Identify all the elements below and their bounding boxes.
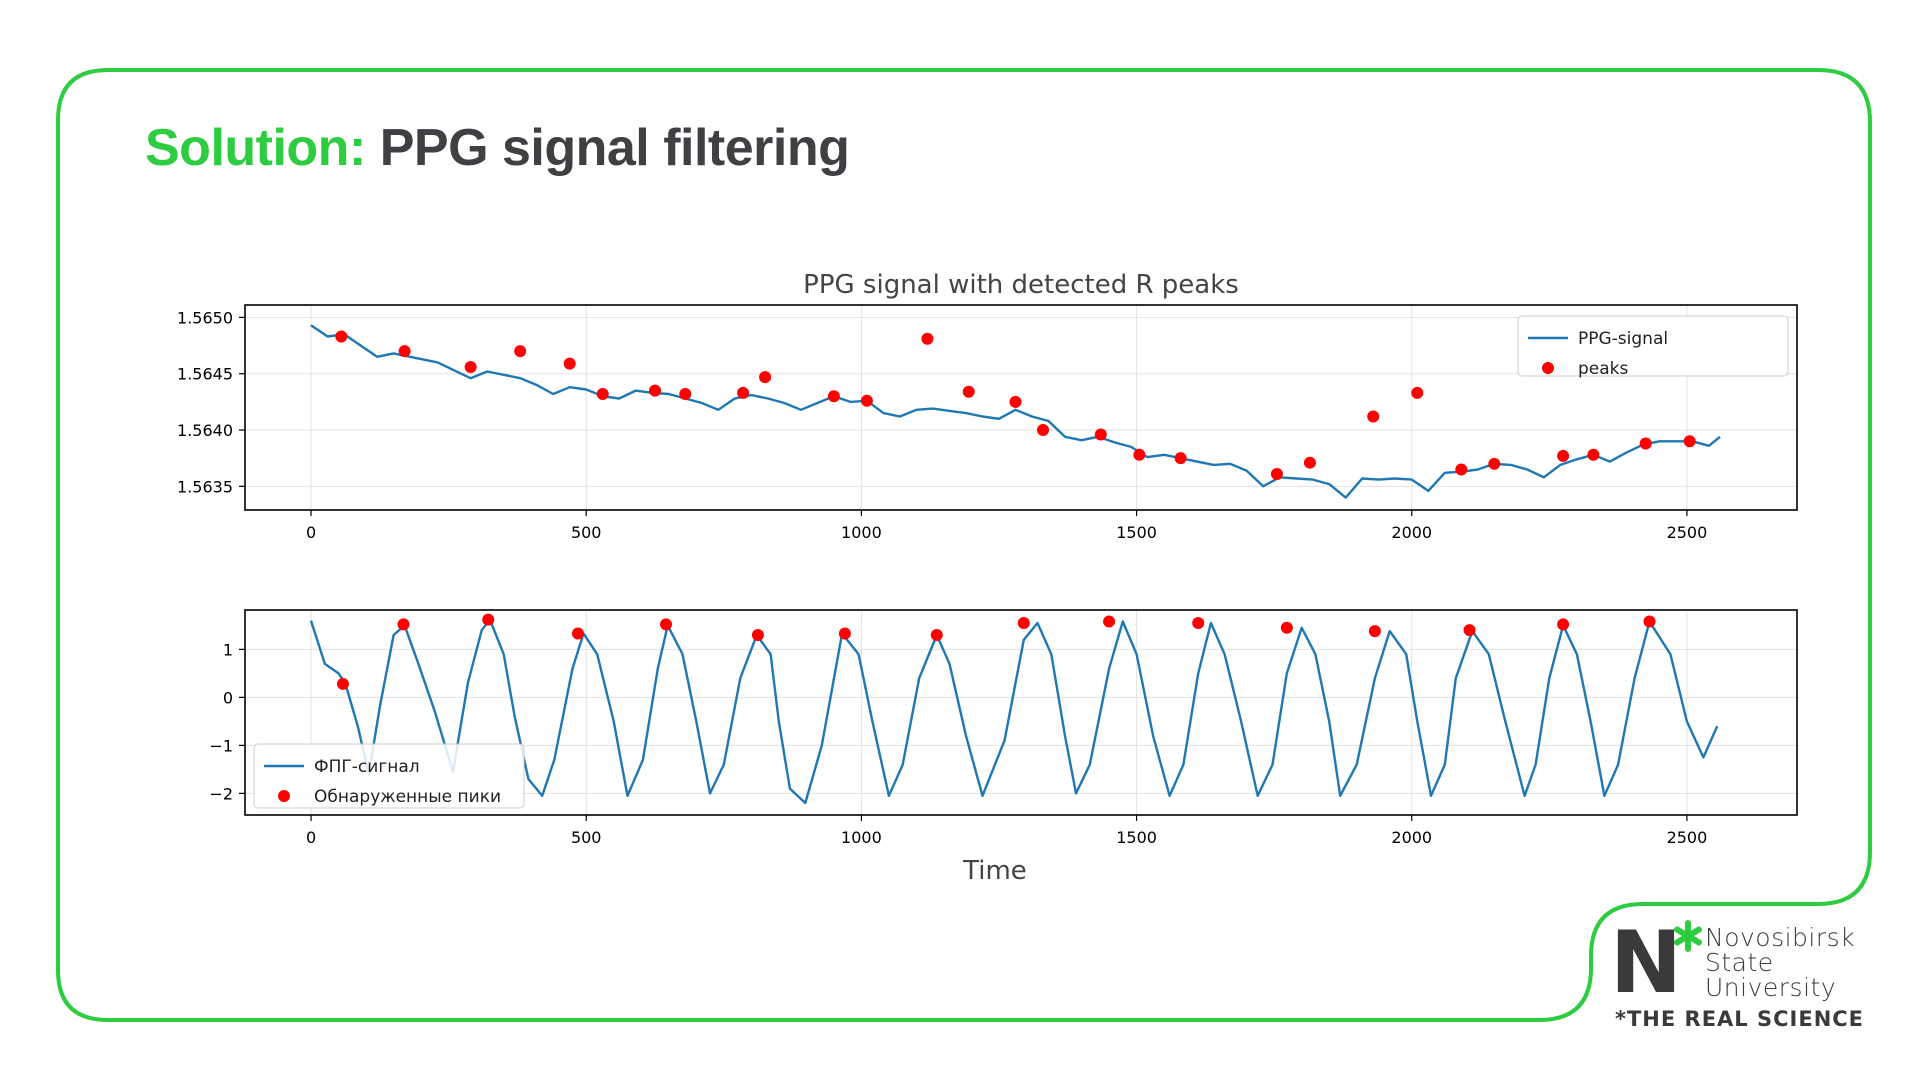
asterisk-icon: [1674, 920, 1702, 952]
logo-name-line: State: [1705, 948, 1774, 977]
x-tick-label: 500: [571, 828, 602, 847]
legend-marker-swatch: [1542, 362, 1554, 374]
peak-marker: [759, 371, 772, 384]
legend-label: Обнаруженные пики: [314, 787, 501, 807]
peak-marker: [838, 627, 851, 640]
chart-title: PPG signal with detected R peaks: [803, 270, 1239, 300]
peak-marker: [827, 390, 840, 403]
legend-box: [1517, 315, 1789, 377]
peak-marker: [1368, 625, 1381, 638]
peak-marker: [1488, 457, 1501, 470]
peak-marker: [962, 385, 975, 398]
y-tick-label: 1: [223, 640, 233, 659]
x-tick-label: 1500: [1116, 523, 1157, 542]
logo-tagline: *THE REAL SCIENCE: [1615, 1007, 1865, 1031]
legend-label: ФПГ-сигнал: [314, 757, 420, 777]
legend-marker-swatch: [278, 790, 290, 802]
nsu-logo: N Novosibirsk State University *THE REAL…: [1610, 913, 1863, 1031]
peak-marker: [596, 387, 609, 400]
x-tick-label: 2000: [1391, 828, 1432, 847]
x-tick-label: 500: [571, 523, 602, 542]
slide-title: Solution: PPG signal filtering: [145, 118, 850, 178]
y-tick-label: 1.5650: [177, 308, 233, 327]
peak-marker: [1683, 435, 1696, 448]
peak-marker: [1463, 624, 1476, 637]
peak-marker: [1009, 395, 1022, 408]
peak-marker: [1411, 386, 1424, 399]
peak-marker: [1270, 467, 1283, 480]
peak-marker: [1367, 410, 1380, 423]
peak-marker: [1103, 615, 1116, 628]
peak-marker: [1017, 616, 1030, 629]
peak-marker: [571, 627, 584, 640]
peak-marker: [1280, 621, 1293, 634]
peak-marker: [1557, 618, 1570, 631]
peak-marker: [482, 613, 495, 626]
x-tick-label: 1000: [841, 828, 882, 847]
x-tick-label: 2500: [1667, 828, 1708, 847]
peak-marker: [679, 387, 692, 400]
peak-marker: [860, 394, 873, 407]
x-tick-label: 2000: [1391, 523, 1432, 542]
peak-marker: [1639, 437, 1652, 450]
peak-marker: [1192, 616, 1205, 629]
peak-marker: [1037, 424, 1050, 437]
legend-box: [253, 743, 525, 809]
plot-area: [244, 304, 1798, 511]
x-tick-label: 1000: [841, 523, 882, 542]
series-group: [310, 324, 1721, 499]
peak-marker: [398, 345, 411, 358]
y-tick-label: 1.5645: [177, 365, 233, 384]
peak-marker: [1133, 448, 1146, 461]
peak-marker: [921, 332, 934, 345]
plot-area: [244, 609, 1798, 816]
legend-label: PPG-signal: [1578, 329, 1668, 349]
peak-marker: [1455, 463, 1468, 476]
peak-marker: [930, 628, 943, 641]
slide-title-accent: Solution:: [145, 119, 366, 177]
series-group: [309, 613, 1719, 805]
peak-marker: [1303, 456, 1316, 469]
y-tick-label: −2: [209, 784, 233, 803]
x-tick-label: 1500: [1116, 828, 1157, 847]
x-tick-label: 2500: [1667, 523, 1708, 542]
peak-marker: [1094, 428, 1107, 441]
peak-marker: [336, 677, 349, 690]
logo-name-line: Novosibirsk: [1705, 923, 1856, 952]
logo-name-line: University: [1705, 973, 1837, 1002]
peak-marker: [751, 628, 764, 641]
y-tick-label: 1.5635: [177, 477, 233, 496]
logo-university-name: Novosibirsk State University: [1705, 925, 1855, 1000]
peak-marker: [397, 618, 410, 631]
peak-marker: [335, 330, 348, 343]
logo-letter: N: [1610, 920, 1682, 1005]
peak-marker: [737, 386, 750, 399]
peak-marker: [1643, 615, 1656, 628]
series-line: [309, 618, 1719, 805]
y-tick-label: 1.5640: [177, 421, 233, 440]
peak-marker: [563, 357, 576, 370]
logo-mark: N: [1610, 913, 1702, 1013]
peak-marker: [649, 384, 662, 397]
x-tick-label: 0: [306, 523, 316, 542]
x-tick-label: 0: [306, 828, 316, 847]
legend-label: peaks: [1578, 359, 1629, 379]
y-tick-label: 0: [223, 688, 233, 707]
peak-marker: [660, 618, 673, 631]
peak-marker: [464, 360, 477, 373]
peak-marker: [1557, 449, 1570, 462]
peak-marker: [1174, 452, 1187, 465]
x-axis-label: Time: [962, 856, 1027, 886]
peak-marker: [1587, 448, 1600, 461]
slide-title-main: PPG signal filtering: [379, 119, 850, 177]
peak-marker: [514, 345, 527, 358]
y-tick-label: −1: [209, 736, 233, 755]
